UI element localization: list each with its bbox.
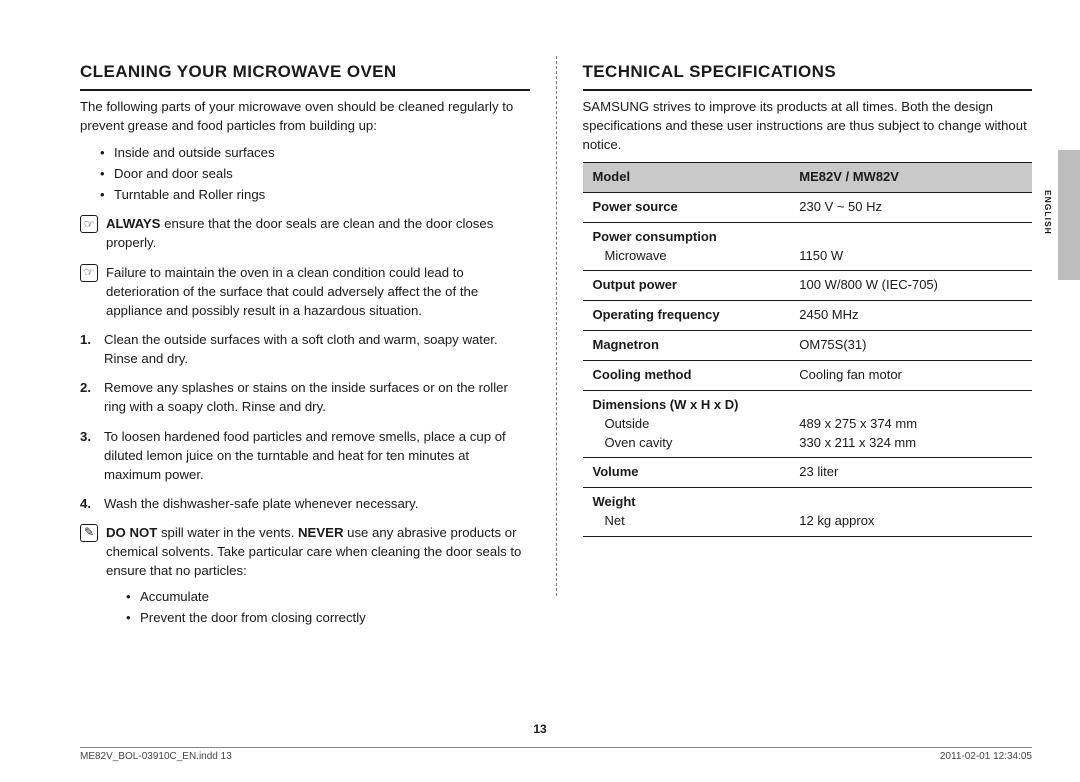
right-column: TECHNICAL SPECIFICATIONS SAMSUNG strives…	[583, 60, 1033, 639]
note-bold: DO NOT	[106, 525, 157, 540]
spec-row-value: OM75S(31)	[789, 331, 1032, 361]
spec-row-label: WeightNet	[583, 488, 790, 537]
step-item: 4. Wash the dishwasher-safe plate wheneve…	[80, 494, 530, 513]
step-num: 3.	[80, 427, 98, 484]
spec-row-label: Output power	[583, 271, 790, 301]
step-item: 1.Clean the outside surfaces with a soft…	[80, 330, 530, 368]
spec-row-value: 100 W/800 W (IEC-705)	[789, 271, 1032, 301]
left-column: CLEANING YOUR MICROWAVE OVEN The followi…	[80, 60, 530, 639]
spec-intro: SAMSUNG strives to improve its products …	[583, 97, 1033, 154]
footer-left: ME82V_BOL-03910C_EN.indd 13	[80, 750, 232, 765]
footer: ME82V_BOL-03910C_EN.indd 13 2011-02-01 1…	[80, 750, 1032, 765]
column-divider	[556, 56, 557, 596]
side-language-label: ENGLISH	[1042, 190, 1054, 235]
spec-row-value: 1150 W	[789, 222, 1032, 271]
manual-page: ENGLISH CLEANING YOUR MICROWAVE OVEN The…	[0, 0, 1080, 782]
spec-row-value: 12 kg approx	[789, 488, 1032, 537]
spec-row-label: Dimensions (W x H x D)OutsideOven cavity	[583, 390, 790, 458]
spec-row-label: Power consumptionMicrowave	[583, 222, 790, 271]
spec-head-model: Model	[583, 163, 790, 193]
note-bold: ALWAYS	[106, 216, 160, 231]
footer-right: 2011-02-01 12:34:05	[940, 750, 1032, 765]
note-bold: NEVER	[298, 525, 343, 540]
step-item: 2.Remove any splashes or stains on the i…	[80, 378, 530, 416]
pointing-hand-icon: ☞	[80, 215, 98, 233]
note-mid: spill water in the vents.	[157, 525, 298, 540]
step-text: Remove any splashes or stains on the ins…	[104, 378, 530, 416]
pointing-hand-icon: ☞	[80, 264, 98, 282]
cleaning-intro: The following parts of your microwave ov…	[80, 97, 530, 135]
donot-sublist: Accumulate Prevent the door from closing…	[106, 587, 530, 627]
cleaning-parts-list: Inside and outside surfaces Door and doo…	[80, 143, 530, 204]
spec-table: Model ME82V / MW82V Power source230 V ~ …	[583, 162, 1033, 537]
spec-row-value: 2450 MHz	[789, 301, 1032, 331]
spec-row-label: Power source	[583, 192, 790, 222]
step-item: 3.To loosen hardened food particles and …	[80, 427, 530, 484]
note-text: ALWAYS ensure that the door seals are cl…	[106, 214, 530, 252]
step-num: 1.	[80, 330, 98, 368]
note-text: DO NOT spill water in the vents. NEVER u…	[106, 523, 530, 629]
list-item: Inside and outside surfaces	[100, 143, 530, 162]
spec-row-value: 489 x 275 x 374 mm330 x 211 x 324 mm	[789, 390, 1032, 458]
spec-row-value: Cooling fan motor	[789, 360, 1032, 390]
step-num: 4.	[80, 494, 98, 513]
page-number: 13	[0, 721, 1080, 738]
footer-rule	[80, 747, 1032, 748]
prohibit-icon: ✎	[80, 524, 98, 542]
cleaning-heading: CLEANING YOUR MICROWAVE OVEN	[80, 60, 530, 91]
cleaning-steps: 1.Clean the outside surfaces with a soft…	[80, 330, 530, 513]
list-item: Door and door seals	[100, 164, 530, 183]
spec-row-value: 230 V ~ 50 Hz	[789, 192, 1032, 222]
step-num: 2.	[80, 378, 98, 416]
side-tab	[1058, 150, 1080, 280]
note-rest: ensure that the door seals are clean and…	[106, 216, 493, 250]
spec-row-label: Operating frequency	[583, 301, 790, 331]
spec-row-label: Cooling method	[583, 360, 790, 390]
note-text: Failure to maintain the oven in a clean …	[106, 263, 530, 320]
step-text: To loosen hardened food particles and re…	[104, 427, 530, 484]
content-columns: CLEANING YOUR MICROWAVE OVEN The followi…	[80, 60, 1032, 639]
note-always: ☞ ALWAYS ensure that the door seals are …	[80, 214, 530, 252]
list-item: Accumulate	[126, 587, 530, 606]
spec-row-label: Magnetron	[583, 331, 790, 361]
spec-tbody: Power source230 V ~ 50 HzPower consumpti…	[583, 192, 1033, 536]
spec-head-value: ME82V / MW82V	[789, 163, 1032, 193]
spec-row-value: 23 liter	[789, 458, 1032, 488]
note-do-not: ✎ DO NOT spill water in the vents. NEVER…	[80, 523, 530, 629]
spec-row-label: Volume	[583, 458, 790, 488]
list-item: Turntable and Roller rings	[100, 185, 530, 204]
step-text: Clean the outside surfaces with a soft c…	[104, 330, 530, 368]
spec-heading: TECHNICAL SPECIFICATIONS	[583, 60, 1033, 91]
list-item: Prevent the door from closing correctly	[126, 608, 530, 627]
step-text: Wash the dishwasher-safe plate whenever …	[104, 494, 530, 513]
note-failure: ☞ Failure to maintain the oven in a clea…	[80, 263, 530, 320]
